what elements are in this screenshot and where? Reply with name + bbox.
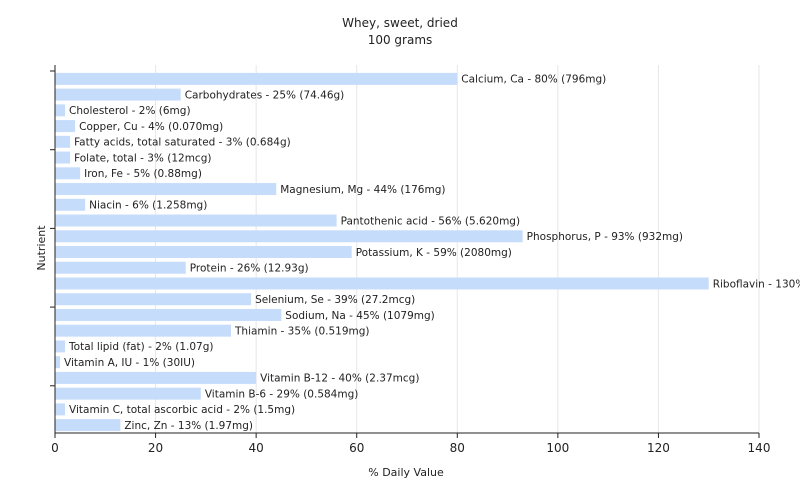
bar [55, 387, 201, 400]
bar [55, 277, 709, 290]
bar [55, 340, 66, 353]
bars [55, 72, 709, 432]
y-axis-title: Nutrient [35, 225, 48, 271]
bar-label: Zinc, Zn - 13% (1.97mg) [124, 420, 253, 432]
x-tick-label: 100 [546, 441, 569, 455]
bar-label: Vitamin B-12 - 40% (2.37mcg) [260, 373, 419, 385]
x-tick-label: 120 [647, 441, 670, 455]
bar-label: Total lipid (fat) - 2% (1.07g) [68, 341, 213, 353]
bar-label: Cholesterol - 2% (6mg) [69, 105, 191, 117]
bar-label: Calcium, Ca - 80% (796mg) [461, 74, 606, 86]
bar [55, 72, 458, 85]
bar-label: Vitamin B-6 - 29% (0.584mg) [205, 388, 359, 400]
bar-label: Vitamin C, total ascorbic acid - 2% (1.5… [69, 404, 295, 416]
bar [55, 198, 86, 211]
bar-label: Thiamin - 35% (0.519mg) [234, 326, 370, 338]
bar [55, 88, 181, 101]
chart-title: Whey, sweet, dried [342, 16, 458, 30]
bar [55, 214, 337, 227]
bar-label: Copper, Cu - 4% (0.070mg) [79, 121, 223, 133]
bar-label: Fatty acids, total saturated - 3% (0.684… [74, 137, 291, 149]
bar-label: Sodium, Na - 45% (1079mg) [285, 310, 434, 322]
axes: 0 20 40 60 80 100 120 140 [50, 65, 770, 455]
bar-label: Pantothenic acid - 56% (5.620mg) [341, 215, 520, 227]
bar-label: Selenium, Se - 39% (27.2mcg) [255, 294, 415, 306]
bar [55, 324, 231, 337]
bar [55, 419, 121, 432]
bar-label: Phosphorus, P - 93% (932mg) [527, 231, 683, 243]
bar [55, 293, 252, 306]
bar-label: Vitamin A, IU - 1% (30IU) [64, 357, 195, 369]
bar [55, 356, 61, 369]
bar-label: Iron, Fe - 5% (0.88mg) [84, 168, 202, 180]
bar [55, 120, 76, 133]
bar-label: Magnesium, Mg - 44% (176mg) [280, 184, 445, 196]
x-tick-label: 40 [249, 441, 264, 455]
bar [55, 104, 66, 117]
bar-label: Potassium, K - 59% (2080mg) [356, 247, 512, 259]
bar-label: Niacin - 6% (1.258mg) [89, 200, 207, 212]
bar [55, 371, 257, 384]
bar-label: Folate, total - 3% (12mcg) [74, 152, 211, 164]
bar-label: Riboflavin - 130% (2.208mg) [713, 278, 800, 290]
chart-subtitle: 100 grams [368, 33, 433, 47]
bar [55, 167, 81, 180]
bar [55, 230, 523, 243]
bar [55, 151, 71, 164]
bar [55, 135, 71, 148]
bar [55, 308, 282, 321]
bar-label: Carbohydrates - 25% (74.46g) [185, 89, 345, 101]
bar [55, 261, 186, 274]
bar [55, 403, 66, 416]
bar [55, 246, 352, 258]
x-tick-label: 140 [748, 441, 771, 455]
grid-lines [155, 65, 760, 433]
x-tick-label: 0 [51, 441, 59, 455]
x-tick-label: 80 [450, 441, 465, 455]
x-axis-title: % Daily Value [368, 466, 444, 479]
bar-label: Protein - 26% (12.93g) [190, 263, 309, 275]
x-tick-label: 60 [349, 441, 364, 455]
bar-labels: Calcium, Ca - 80% (796mg) Carbohydrates -… [64, 74, 800, 432]
bar [55, 183, 277, 196]
x-tick-label: 20 [148, 441, 163, 455]
